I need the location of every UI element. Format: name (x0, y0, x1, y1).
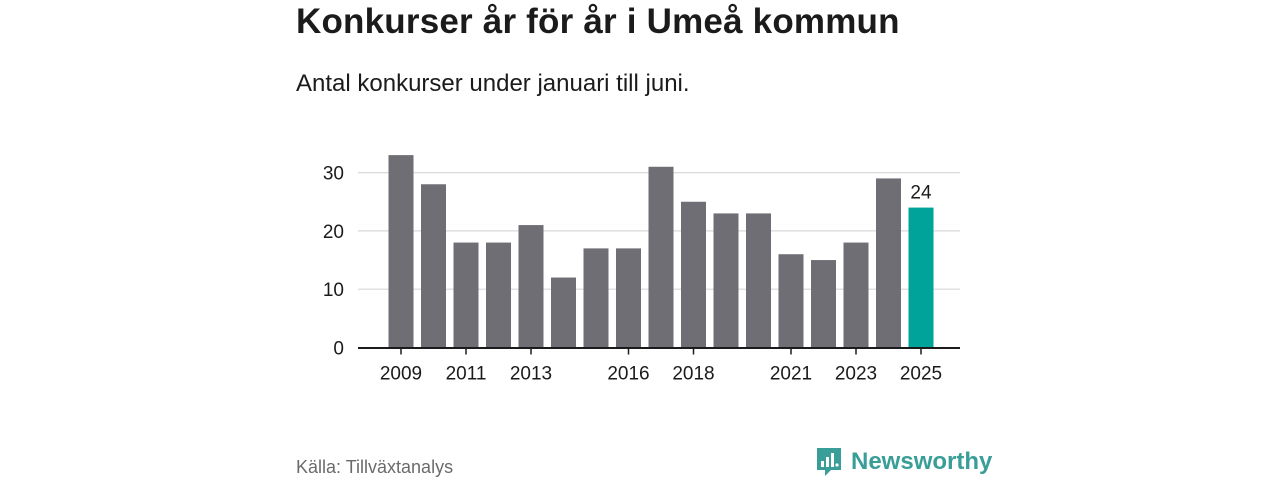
x-tick-label: 2025 (900, 364, 942, 385)
newsworthy-icon (817, 448, 841, 476)
bar-2020 (746, 213, 771, 348)
bar-2017 (648, 166, 674, 348)
x-tick-label: 2009 (380, 364, 422, 385)
y-tick-label: 20 (323, 222, 344, 243)
x-tick-label: 2013 (510, 364, 552, 385)
x-tick-label: 2021 (770, 364, 812, 385)
bar-2016 (616, 248, 641, 348)
chart-title: Konkurser år för år i Umeå kommun (296, 2, 900, 41)
bar-2023 (843, 242, 869, 348)
bar-2011 (453, 242, 479, 348)
brand-name: Newsworthy (851, 448, 993, 475)
bar-2014 (551, 277, 576, 348)
x-tick-label: 2011 (446, 364, 487, 385)
x-tick-label: 2016 (607, 364, 649, 385)
x-tick-label: 2018 (672, 364, 714, 385)
bar-2019 (713, 213, 739, 348)
x-tick-label: 2023 (835, 364, 877, 385)
bar-2009 (388, 155, 414, 348)
bar-2024 (876, 178, 901, 348)
y-tick-label: 10 (323, 280, 344, 301)
bar-2013 (518, 225, 544, 348)
data-label: 24 (910, 183, 932, 204)
bar-2012 (486, 242, 511, 348)
bar-2010 (421, 184, 446, 348)
bar-2025 (908, 207, 934, 348)
y-tick-label: 30 (323, 164, 344, 185)
y-tick-label: 0 (333, 339, 344, 360)
bar-2018 (681, 201, 706, 348)
bar-2022 (811, 260, 836, 348)
chart-subtitle: Antal konkurser under januari till juni. (296, 70, 690, 97)
brand-logo: Newsworthy (815, 446, 992, 478)
source-note: Källa: Tillväxtanalys (296, 457, 454, 477)
bar-2021 (778, 254, 804, 348)
bar-2015 (583, 248, 609, 348)
